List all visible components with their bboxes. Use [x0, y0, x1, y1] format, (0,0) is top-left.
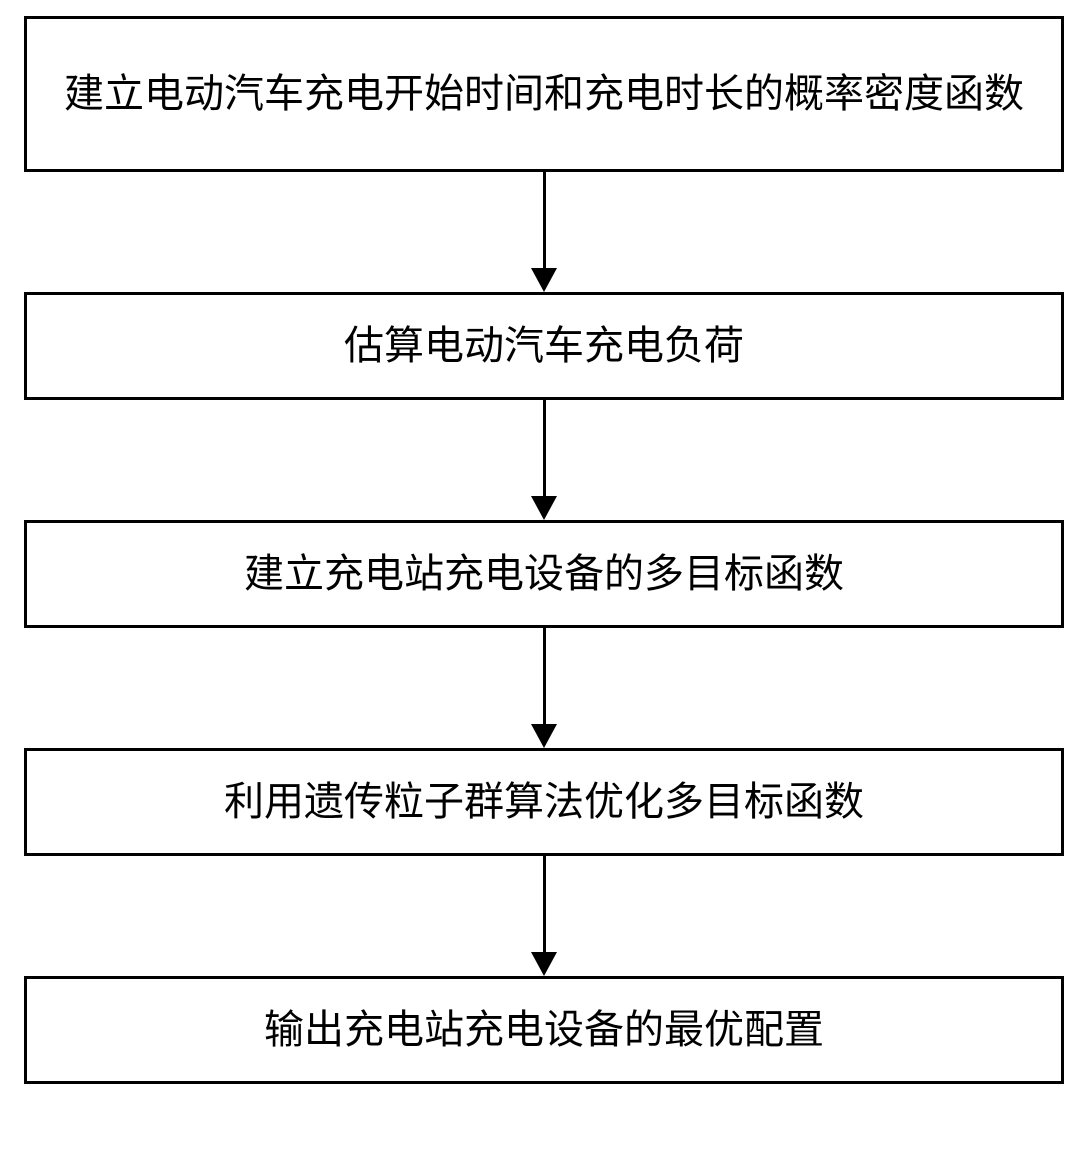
flow-node-label: 建立电动汽车充电开始时间和充电时长的概率密度函数 — [64, 66, 1024, 122]
flow-node-step3: 建立充电站充电设备的多目标函数 — [24, 520, 1064, 628]
arrow-line — [543, 628, 546, 724]
flow-arrow — [531, 172, 557, 292]
arrow-head — [531, 952, 557, 976]
flow-node-label: 估算电动汽车充电负荷 — [344, 318, 744, 374]
arrow-head — [531, 268, 557, 292]
flow-node-label: 输出充电站充电设备的最优配置 — [264, 1002, 824, 1058]
flow-node-step2: 估算电动汽车充电负荷 — [24, 292, 1064, 400]
flow-arrow — [531, 400, 557, 520]
flow-node-label: 建立充电站充电设备的多目标函数 — [244, 546, 844, 602]
arrow-head — [531, 496, 557, 520]
flow-node-label: 利用遗传粒子群算法优化多目标函数 — [224, 774, 864, 830]
arrow-line — [543, 172, 546, 268]
flow-arrow — [531, 856, 557, 976]
arrow-line — [543, 856, 546, 952]
flow-node-step4: 利用遗传粒子群算法优化多目标函数 — [24, 748, 1064, 856]
flow-node-step5: 输出充电站充电设备的最优配置 — [24, 976, 1064, 1084]
arrow-head — [531, 724, 557, 748]
arrow-line — [543, 400, 546, 496]
flow-node-step1: 建立电动汽车充电开始时间和充电时长的概率密度函数 — [24, 16, 1064, 172]
flow-arrow — [531, 628, 557, 748]
